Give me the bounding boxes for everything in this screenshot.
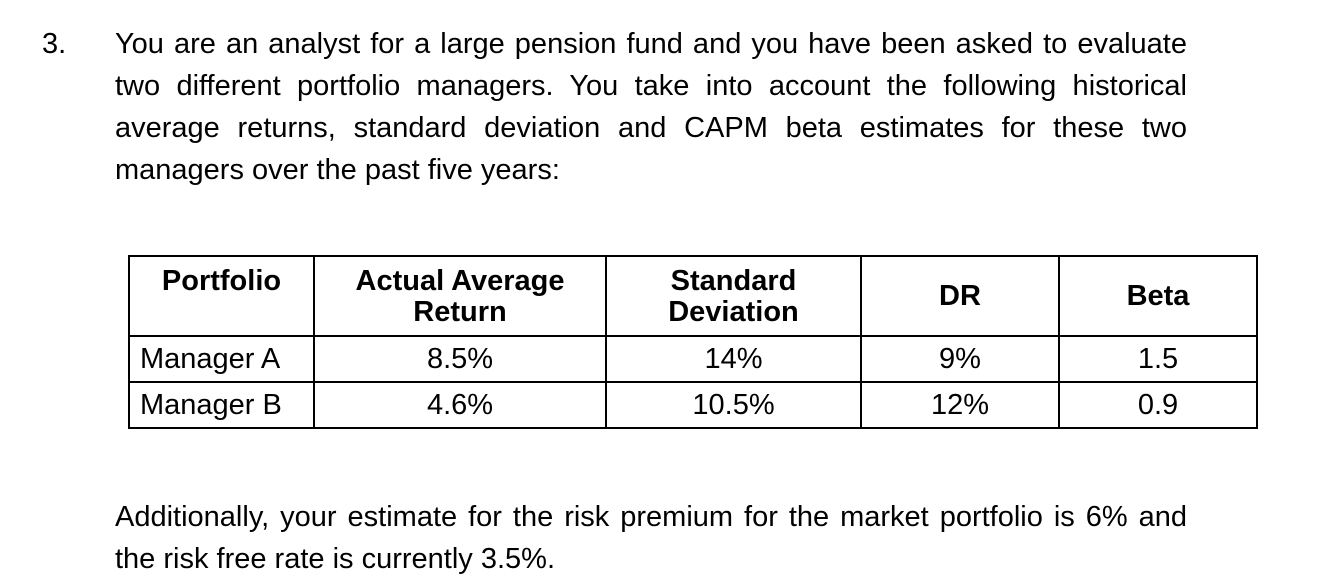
managers-data-table: Portfolio Actual Average Return Standard… [128, 255, 1258, 429]
table-row-manager-b: Manager B 4.6% 10.5% 12% 0.9 [128, 381, 1258, 429]
cell-manager-a-beta: 1.5 [1058, 335, 1258, 383]
header-cell-standard-deviation: Standard Deviation [605, 255, 862, 337]
header-cell-actual-average-return: Actual Average Return [313, 255, 607, 337]
table-header-row: Portfolio Actual Average Return Standard… [128, 255, 1258, 337]
cell-manager-a-return: 8.5% [313, 335, 607, 383]
header-cell-portfolio: Portfolio [128, 255, 315, 337]
cell-manager-b-return: 4.6% [313, 381, 607, 429]
question-number: 3. [42, 28, 67, 60]
question-intro-paragraph: You are an analyst for a large pension f… [115, 28, 1187, 186]
cell-manager-b-stdev: 10.5% [605, 381, 862, 429]
cell-manager-a-stdev: 14% [605, 335, 862, 383]
header-cell-dr: DR [860, 255, 1060, 337]
table-row-manager-a: Manager A 8.5% 14% 9% 1.5 [128, 335, 1258, 383]
cell-manager-a-name: Manager A [128, 335, 315, 383]
cell-manager-b-beta: 0.9 [1058, 381, 1258, 429]
header-cell-beta: Beta [1058, 255, 1258, 337]
cell-manager-b-name: Manager B [128, 381, 315, 429]
cell-manager-a-dr: 9% [860, 335, 1060, 383]
question-note-paragraph: Additionally, your estimate for the risk… [115, 501, 1187, 575]
cell-manager-b-dr: 12% [860, 381, 1060, 429]
